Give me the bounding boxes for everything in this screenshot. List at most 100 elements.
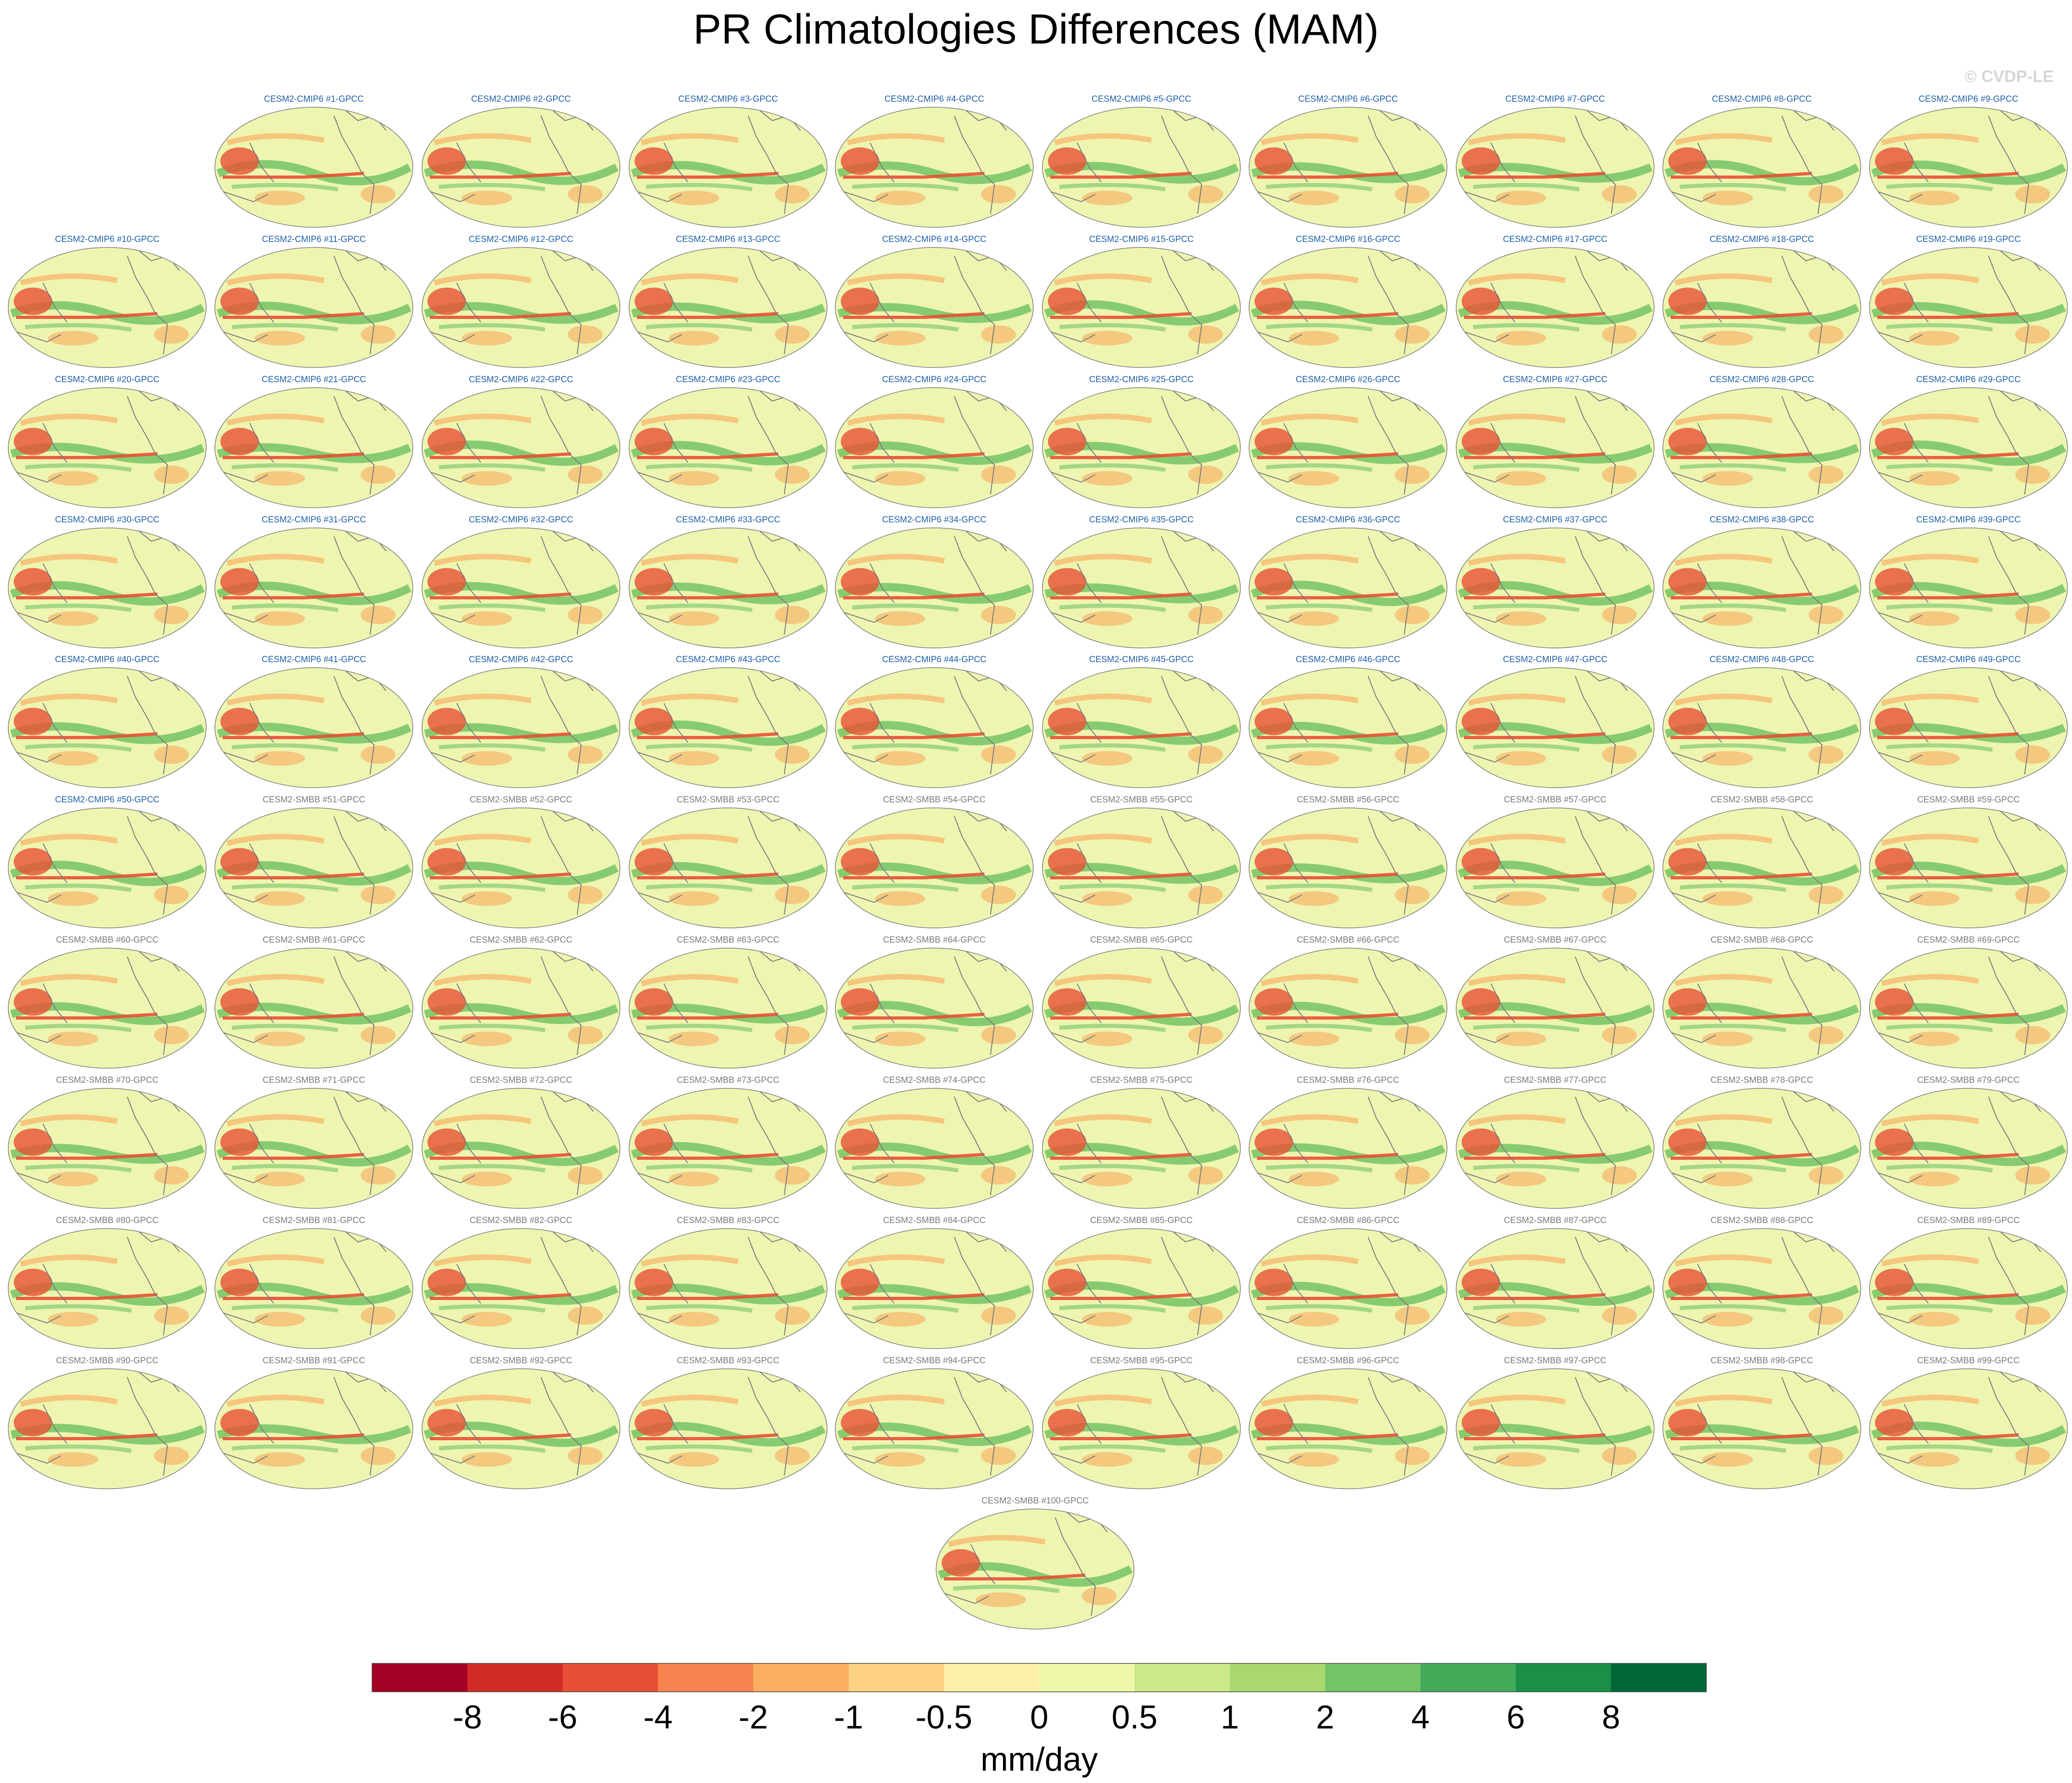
map-plot <box>1249 807 1447 928</box>
panel-label: CESM2-CMIP6 #20-GPCC <box>55 375 160 384</box>
map-panel: CESM2-SMBB #55-GPCC <box>1041 795 1242 929</box>
map-plot <box>1869 247 2068 368</box>
panel-label: CESM2-SMBB #73-GPCC <box>677 1075 779 1085</box>
map-panel: CESM2-SMBB #62-GPCC <box>421 935 621 1070</box>
map-panel: CESM2-CMIP6 #2-GPCC <box>421 94 621 229</box>
map-panel: CESM2-CMIP6 #50-GPCC <box>7 795 208 929</box>
panel-label: CESM2-SMBB #94-GPCC <box>883 1356 986 1366</box>
map-panel: CESM2-CMIP6 #14-GPCC <box>834 234 1035 369</box>
map-panel: CESM2-SMBB #52-GPCC <box>421 795 621 929</box>
map-panel: CESM2-CMIP6 #12-GPCC <box>421 234 621 369</box>
map-panel: CESM2-SMBB #61-GPCC <box>214 935 414 1070</box>
map-panel: CESM2-CMIP6 #27-GPCC <box>1455 374 1655 509</box>
map-panel: CESM2-SMBB #82-GPCC <box>421 1215 621 1350</box>
panel-label: CESM2-CMIP6 #5-GPCC <box>1091 94 1191 104</box>
map-panel: CESM2-CMIP6 #26-GPCC <box>1248 374 1448 509</box>
map-plot <box>8 1368 207 1489</box>
map-plot <box>1869 527 2068 648</box>
map-plot <box>1869 667 2068 788</box>
map-panel: CESM2-SMBB #56-GPCC <box>1248 795 1448 929</box>
map-panel: CESM2-CMIP6 #28-GPCC <box>1661 374 1862 509</box>
panel-label: CESM2-CMIP6 #9-GPCC <box>1919 94 2018 104</box>
map-panel: CESM2-CMIP6 #9-GPCC <box>1868 94 2069 229</box>
panel-label: CESM2-SMBB #96-GPCC <box>1297 1356 1399 1366</box>
map-plot <box>1249 387 1447 508</box>
panel-label: CESM2-SMBB #78-GPCC <box>1710 1075 1813 1085</box>
map-panel: CESM2-SMBB #90-GPCC <box>7 1355 208 1490</box>
map-panel: CESM2-CMIP6 #7-GPCC <box>1455 94 1655 229</box>
map-panel: CESM2-CMIP6 #6-GPCC <box>1248 94 1448 229</box>
map-panel: CESM2-CMIP6 #8-GPCC <box>1661 94 1862 229</box>
panel-label: CESM2-CMIP6 #19-GPCC <box>1916 235 2021 244</box>
panel-label: CESM2-SMBB #99-GPCC <box>1917 1356 2020 1366</box>
panel-label: CESM2-CMIP6 #22-GPCC <box>468 375 574 384</box>
panel-label: CESM2-CMIP6 #28-GPCC <box>1709 375 1814 384</box>
map-plot <box>1249 107 1447 228</box>
map-panel: CESM2-CMIP6 #22-GPCC <box>421 374 621 509</box>
panel-label: CESM2-SMBB #68-GPCC <box>1710 935 1813 945</box>
map-plot <box>422 1228 620 1349</box>
map-plot <box>629 527 828 648</box>
map-panel: CESM2-CMIP6 #40-GPCC <box>7 654 208 789</box>
panel-label: CESM2-SMBB #57-GPCC <box>1504 795 1606 805</box>
panel-label: CESM2-SMBB #61-GPCC <box>263 935 365 945</box>
map-plot <box>1456 1368 1655 1489</box>
panel-label: CESM2-CMIP6 #24-GPCC <box>882 375 987 384</box>
map-plot <box>835 387 1034 508</box>
panel-label: CESM2-SMBB #98-GPCC <box>1710 1356 1813 1366</box>
panel-label: CESM2-CMIP6 #15-GPCC <box>1089 235 1194 244</box>
panel-label: CESM2-CMIP6 #7-GPCC <box>1505 94 1605 104</box>
panel-label: CESM2-CMIP6 #37-GPCC <box>1502 515 1608 525</box>
map-panel: CESM2-SMBB #85-GPCC <box>1041 1215 1242 1350</box>
map-panel: CESM2-CMIP6 #41-GPCC <box>214 654 414 789</box>
map-panel: CESM2-CMIP6 #31-GPCC <box>214 515 414 649</box>
map-panel: CESM2-SMBB #78-GPCC <box>1661 1075 1862 1210</box>
map-plot <box>936 1509 1135 1629</box>
map-plot <box>214 1088 413 1209</box>
map-panel: CESM2-SMBB #66-GPCC <box>1248 935 1448 1070</box>
panel-label: CESM2-SMBB #54-GPCC <box>883 795 986 805</box>
map-panel: CESM2-CMIP6 #16-GPCC <box>1248 234 1448 369</box>
map-plot <box>1662 1088 1861 1209</box>
map-panel: CESM2-SMBB #94-GPCC <box>834 1355 1035 1490</box>
map-plot <box>1456 948 1655 1069</box>
panel-label: CESM2-CMIP6 #46-GPCC <box>1295 655 1401 664</box>
map-plot <box>629 667 828 788</box>
panel-label: CESM2-SMBB #53-GPCC <box>677 795 779 805</box>
panel-label: CESM2-SMBB #85-GPCC <box>1090 1216 1193 1225</box>
map-plot <box>629 387 828 508</box>
map-plot <box>1869 387 2068 508</box>
panel-label: CESM2-CMIP6 #45-GPCC <box>1089 655 1194 664</box>
map-plot <box>1249 948 1447 1069</box>
map-plot <box>1869 1228 2068 1349</box>
panel-label: CESM2-CMIP6 #6-GPCC <box>1298 94 1398 104</box>
map-panel: CESM2-SMBB #80-GPCC <box>7 1215 208 1350</box>
map-plot <box>1456 667 1655 788</box>
map-plot <box>1456 527 1655 648</box>
panel-label: CESM2-CMIP6 #3-GPCC <box>678 94 778 104</box>
panel-label: CESM2-CMIP6 #39-GPCC <box>1916 515 2021 525</box>
watermark: © CVDP-LE <box>1964 67 2054 86</box>
map-plot <box>214 527 413 648</box>
map-plot <box>835 1228 1034 1349</box>
panel-label: CESM2-SMBB #86-GPCC <box>1297 1216 1399 1225</box>
panel-label: CESM2-CMIP6 #41-GPCC <box>261 655 367 664</box>
map-plot <box>214 807 413 928</box>
map-plot <box>422 527 620 648</box>
panel-label: CESM2-CMIP6 #21-GPCC <box>261 375 367 384</box>
map-panel: CESM2-CMIP6 #42-GPCC <box>421 654 621 789</box>
map-plot <box>422 387 620 508</box>
map-plot <box>1662 107 1861 228</box>
figure-title: PR Climatologies Differences (MAM) <box>693 6 1379 53</box>
map-panel: CESM2-SMBB #75-GPCC <box>1041 1075 1242 1210</box>
map-panel: CESM2-SMBB #53-GPCC <box>628 795 828 929</box>
map-panel: CESM2-CMIP6 #4-GPCC <box>834 94 1035 229</box>
map-plot <box>422 807 620 928</box>
map-plot <box>214 1228 413 1349</box>
panel-label: CESM2-SMBB #51-GPCC <box>263 795 365 805</box>
map-panel: CESM2-SMBB #67-GPCC <box>1455 935 1655 1070</box>
map-plot <box>1456 807 1655 928</box>
map-plot <box>1249 247 1447 368</box>
map-panel: CESM2-SMBB #84-GPCC <box>834 1215 1035 1350</box>
